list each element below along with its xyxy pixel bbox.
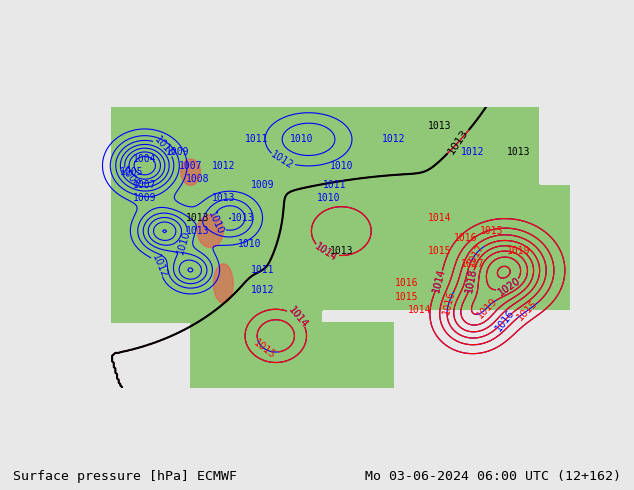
Text: 1012: 1012 xyxy=(251,285,275,295)
Text: 1008: 1008 xyxy=(185,173,209,184)
Text: 1012: 1012 xyxy=(460,147,484,157)
Text: 1010: 1010 xyxy=(290,134,314,145)
Text: 1012: 1012 xyxy=(212,161,235,171)
Text: 1014: 1014 xyxy=(313,241,339,263)
Text: 1010: 1010 xyxy=(238,239,261,249)
Text: 1018: 1018 xyxy=(465,268,479,294)
Text: 1012: 1012 xyxy=(382,134,406,145)
Text: 1020: 1020 xyxy=(496,275,522,297)
Text: 1019: 1019 xyxy=(507,245,530,256)
Text: Mo 03-06-2024 06:00 UTC (12+162): Mo 03-06-2024 06:00 UTC (12+162) xyxy=(365,470,621,483)
Text: 1016: 1016 xyxy=(454,233,477,243)
Text: 1005: 1005 xyxy=(120,167,143,177)
Text: 1014: 1014 xyxy=(431,268,447,294)
Text: 1013: 1013 xyxy=(185,213,209,223)
Text: 1013: 1013 xyxy=(330,245,353,256)
Text: 1010: 1010 xyxy=(316,194,340,203)
Text: 1014: 1014 xyxy=(431,268,447,294)
Text: 1014: 1014 xyxy=(408,305,432,315)
Text: 1010: 1010 xyxy=(176,229,192,256)
Text: 1014: 1014 xyxy=(313,241,339,263)
Text: 1013: 1013 xyxy=(212,194,235,203)
Text: 1009: 1009 xyxy=(133,194,157,203)
Text: 1016: 1016 xyxy=(395,278,418,289)
Text: 1009: 1009 xyxy=(165,147,190,157)
Text: 1014: 1014 xyxy=(287,305,309,330)
Text: 1015: 1015 xyxy=(428,245,451,256)
Text: 1013: 1013 xyxy=(428,121,451,131)
Polygon shape xyxy=(214,264,233,303)
Text: 1011: 1011 xyxy=(323,180,347,190)
Text: 1016: 1016 xyxy=(441,289,457,315)
Text: 1019: 1019 xyxy=(475,295,499,320)
Text: 1015: 1015 xyxy=(252,338,278,361)
Text: 1004: 1004 xyxy=(133,154,157,164)
Text: 1010: 1010 xyxy=(153,135,177,160)
Text: 1011: 1011 xyxy=(251,266,275,275)
Text: 1013: 1013 xyxy=(231,213,255,223)
Text: 1013: 1013 xyxy=(446,127,470,156)
Text: 1007: 1007 xyxy=(179,161,202,171)
Text: 1013: 1013 xyxy=(507,147,530,157)
Text: 1016: 1016 xyxy=(493,307,516,333)
Text: 1014: 1014 xyxy=(287,305,309,330)
Polygon shape xyxy=(197,215,223,247)
Text: 1014: 1014 xyxy=(428,213,451,223)
Text: 1013: 1013 xyxy=(185,226,209,236)
Text: 1009: 1009 xyxy=(251,180,275,190)
Text: 1011: 1011 xyxy=(244,134,268,145)
Text: 1020: 1020 xyxy=(496,275,522,297)
Text: 1018: 1018 xyxy=(465,268,479,294)
Polygon shape xyxy=(181,159,200,185)
Text: 1015: 1015 xyxy=(395,292,418,301)
Text: 1007: 1007 xyxy=(133,180,157,190)
Text: 1015: 1015 xyxy=(515,298,540,323)
Text: 1017: 1017 xyxy=(465,242,486,268)
Text: 1010: 1010 xyxy=(330,161,353,171)
Text: 1015: 1015 xyxy=(480,226,504,236)
Text: 1012: 1012 xyxy=(269,149,295,171)
Text: 1017: 1017 xyxy=(460,259,484,269)
Text: 1012: 1012 xyxy=(150,253,169,280)
Text: Surface pressure [hPa] ECMWF: Surface pressure [hPa] ECMWF xyxy=(13,470,236,483)
Text: 1008: 1008 xyxy=(119,165,141,190)
Text: 1010: 1010 xyxy=(206,210,225,237)
